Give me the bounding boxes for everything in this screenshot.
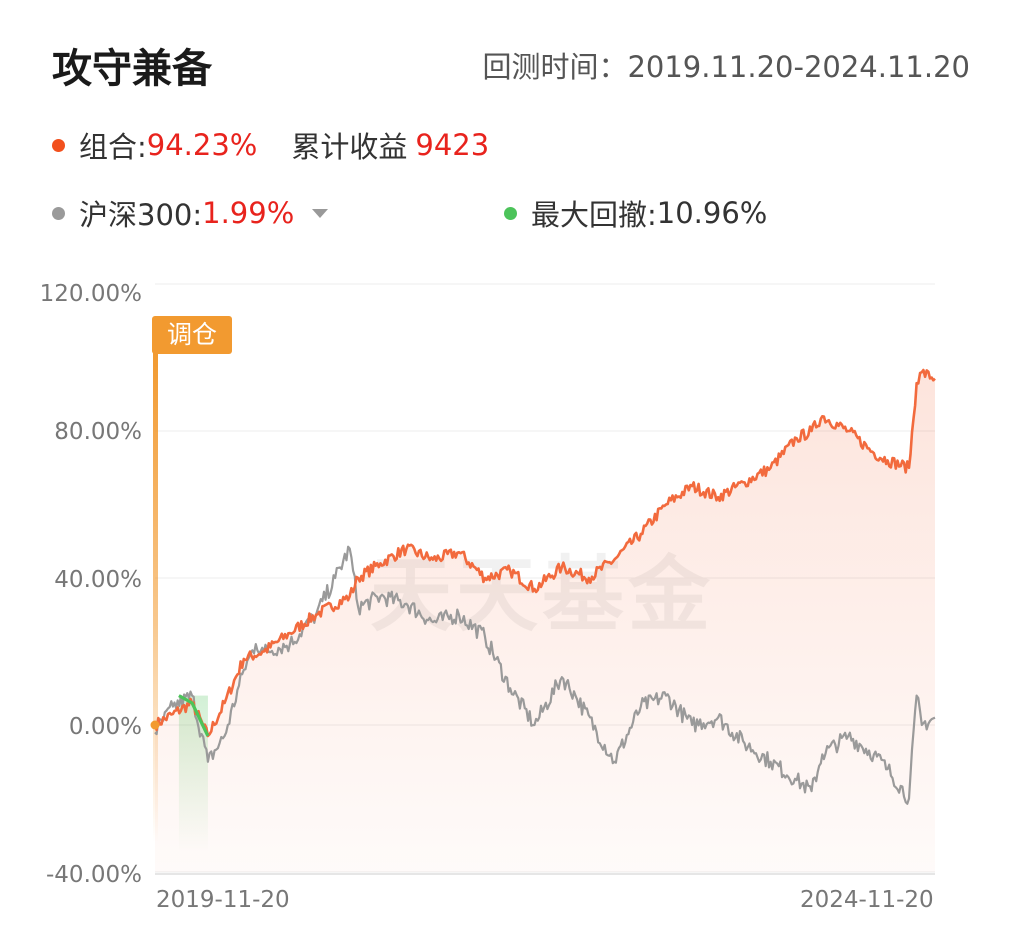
legend-row-portfolio: 组合: 94.23% 累计收益 9423	[52, 124, 489, 166]
y-tick-label: -40.00%	[46, 862, 142, 888]
x-tick-label-start: 2019-11-20	[156, 887, 290, 913]
y-tick-label: 40.00%	[54, 567, 142, 593]
drawdown-legend: 最大回撤: 10.96%	[504, 192, 767, 234]
page-title: 攻守兼备	[52, 46, 212, 92]
portfolio-area-fill	[155, 370, 935, 872]
benchmark-legend-dot	[52, 206, 65, 220]
rebalance-marker-bar	[153, 352, 158, 842]
cumulative-label: 累计收益	[291, 130, 408, 164]
y-tick-label: 80.00%	[54, 419, 142, 445]
drawdown-line	[178, 694, 210, 737]
benchmark-return-value: 1.99%	[202, 196, 295, 230]
benchmark-line	[154, 545, 936, 805]
legend-row-benchmark: 沪深300: 1.99% 最大回撤: 10.96%	[52, 192, 767, 234]
chevron-down-icon[interactable]	[312, 208, 329, 218]
drawdown-area	[178, 695, 208, 852]
y-tick-label: 0.00%	[68, 714, 142, 740]
drawdown-value: 10.96%	[656, 196, 768, 230]
x-tick-label-end: 2024-11-20	[800, 887, 934, 913]
portfolio-legend-dot	[52, 138, 65, 152]
drawdown-label: 最大回撤:	[531, 198, 657, 232]
portfolio-label: 组合:	[79, 130, 147, 164]
drawdown-legend-dot	[504, 206, 517, 220]
cumulative-value: 9423	[415, 128, 490, 162]
start-point	[150, 720, 160, 730]
rebalance-badge[interactable]: 调仓	[152, 316, 232, 354]
backtest-period: 回测时间：2019.11.20-2024.11.20	[482, 50, 970, 84]
portfolio-line	[153, 368, 936, 738]
benchmark-label: 沪深300:	[79, 198, 203, 232]
benchmark-selector[interactable]: 沪深300: 1.99%	[52, 192, 504, 234]
y-tick-label: 120.00%	[39, 281, 142, 307]
portfolio-return-value: 94.23%	[146, 128, 258, 162]
